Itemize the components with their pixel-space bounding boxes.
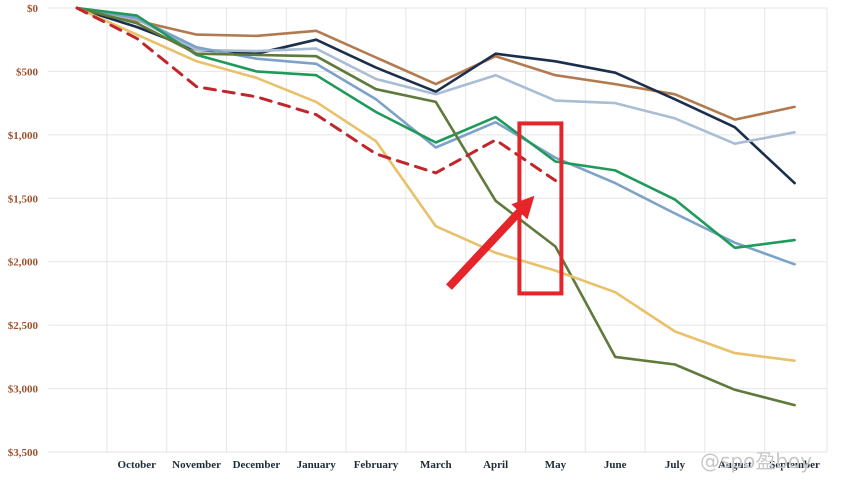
- series-line-8: [75, 6, 557, 182]
- y-tick-label: $3,000: [8, 384, 39, 396]
- x-tick-label: December: [233, 459, 281, 471]
- watermark-text: @spo盈boy: [700, 449, 812, 473]
- x-tick-label: July: [665, 459, 686, 471]
- y-tick-label: $500: [16, 66, 39, 78]
- x-axis: October November December January February Ma…: [118, 459, 821, 471]
- x-tick-label: January: [297, 459, 337, 471]
- x-tick-label: November: [172, 459, 221, 471]
- annotation-arrow-shaft: [446, 209, 523, 290]
- gridlines: [48, 7, 828, 453]
- series-line-7: [75, 6, 796, 363]
- y-tick-label: $3,500: [8, 447, 39, 459]
- series-line-6: [75, 6, 796, 407]
- y-tick-label: $1,500: [8, 193, 39, 205]
- y-tick-label: $2,000: [8, 257, 39, 269]
- annotations: [446, 121, 564, 296]
- series-line-1: [75, 6, 796, 121]
- series-lines: [75, 6, 796, 407]
- x-tick-label: March: [420, 459, 452, 471]
- y-tick-label: $1,000: [8, 130, 39, 142]
- x-tick-label: August: [718, 459, 752, 471]
- series-line-4: [75, 6, 796, 266]
- x-tick-label: September: [769, 459, 820, 471]
- y-tick-label: $0: [27, 3, 39, 15]
- x-tick-label: April: [483, 459, 508, 471]
- x-tick-label: June: [604, 459, 627, 471]
- x-tick-label: February: [354, 459, 399, 471]
- x-tick-label: October: [118, 459, 157, 471]
- annotation-arrow-head: [511, 195, 535, 220]
- y-tick-label: $2,500: [8, 320, 39, 332]
- x-tick-label: May: [545, 459, 567, 471]
- y-axis: $0 $500 $1,000 $1,500 $2,000 $2,500 $3,000 $3,5…: [8, 3, 39, 459]
- series-line-3: [75, 6, 796, 145]
